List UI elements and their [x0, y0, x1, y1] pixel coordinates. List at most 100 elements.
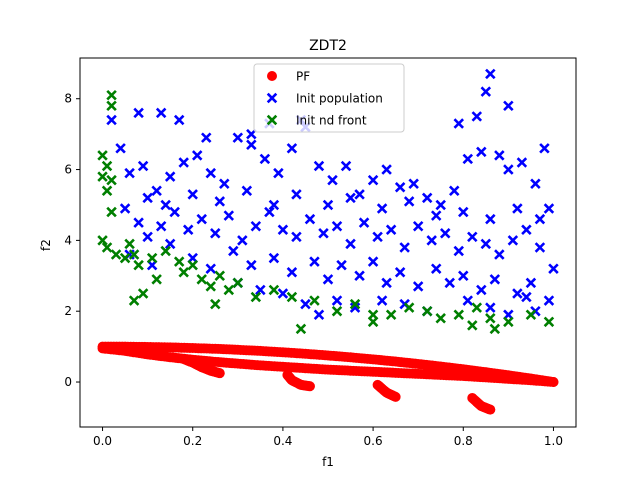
legend-box	[253, 63, 405, 133]
init-population-point	[246, 128, 257, 140]
init-nd-front-point	[106, 89, 117, 101]
init-nd-front-point	[128, 249, 140, 260]
init-population-point	[489, 274, 501, 285]
init-nd-front-point	[133, 259, 144, 271]
x-tick-label: 0.2	[183, 434, 202, 448]
init-population-point	[385, 224, 397, 235]
init-population-point	[246, 259, 257, 271]
init-population-point	[543, 203, 555, 214]
init-nd-front-point	[101, 160, 113, 172]
init-nd-front-point	[110, 249, 122, 260]
init-population-point	[214, 196, 226, 207]
init-population-point	[345, 192, 356, 204]
init-population-point	[354, 270, 365, 282]
init-population-point	[291, 231, 302, 243]
init-nd-front-point	[485, 313, 496, 324]
init-nd-front-point	[250, 291, 262, 303]
init-nd-front-point	[187, 259, 198, 271]
init-population-point	[210, 228, 221, 239]
init-population-point	[485, 213, 496, 225]
legend-marker-init-nd-front	[266, 114, 278, 126]
init-population-point	[309, 256, 320, 267]
init-population-point	[480, 238, 492, 250]
init-nd-front-point	[97, 235, 108, 246]
init-population-point	[507, 235, 519, 246]
init-population-point	[345, 238, 356, 250]
init-population-point	[205, 167, 217, 179]
x-axis-ticks: 0.0 0.2 0.4 0.6 0.8 1.0	[93, 427, 563, 448]
init-nd-front-point	[367, 309, 379, 320]
y-tick-label: 0	[64, 375, 72, 389]
init-nd-front-point	[124, 238, 135, 250]
init-population-point	[169, 206, 180, 218]
init-nd-front-point	[101, 242, 113, 253]
init-nd-front-point	[367, 316, 379, 328]
init-population-point	[331, 295, 343, 306]
init-population-point	[485, 302, 496, 313]
init-population-point	[367, 256, 379, 267]
init-population-point	[178, 157, 189, 168]
init-population-point	[255, 284, 266, 296]
init-population-point	[462, 153, 474, 165]
init-nd-front-point	[295, 323, 307, 335]
init-population-point	[494, 249, 505, 260]
init-nd-front-point	[232, 277, 244, 289]
pf-point	[304, 381, 315, 392]
init-population-point	[119, 203, 131, 214]
init-nd-front-point	[489, 323, 501, 335]
init-population-point	[246, 139, 257, 150]
y-tick-label: 6	[64, 163, 72, 177]
init-population-point	[277, 288, 289, 299]
pf-point	[485, 404, 496, 415]
y-axis-label: f2	[39, 239, 53, 251]
init-population-point	[426, 235, 437, 246]
init-population-point	[381, 164, 392, 175]
init-population-point	[548, 263, 559, 274]
init-population-point	[512, 203, 523, 214]
init-population-point	[277, 224, 289, 235]
init-population-point	[133, 107, 144, 119]
init-nd-front-point	[471, 302, 483, 313]
init-nd-front-point	[173, 256, 185, 267]
init-population-point	[223, 210, 235, 221]
init-population-point	[237, 235, 248, 246]
init-population-point	[318, 228, 329, 239]
init-nd-front-point	[128, 295, 140, 306]
init-nd-front-point	[403, 302, 415, 313]
init-nd-front-point	[349, 298, 361, 310]
init-population-point	[142, 192, 153, 204]
init-population-point	[521, 224, 532, 235]
init-nd-front-point	[137, 288, 149, 299]
init-population-point	[182, 224, 194, 235]
init-population-point	[376, 203, 388, 214]
init-population-point	[219, 178, 230, 189]
init-nd-front-point	[543, 316, 555, 328]
init-nd-front-point	[435, 313, 446, 324]
init-population-point	[124, 167, 135, 179]
init-population-point	[273, 167, 284, 179]
init-nd-front-point	[160, 245, 171, 257]
init-population-point	[485, 68, 496, 80]
init-nd-front-point	[214, 270, 226, 282]
init-population-point	[137, 160, 149, 172]
init-population-point	[530, 178, 541, 189]
init-nd-front-point	[331, 305, 343, 317]
init-nd-front-point	[309, 295, 320, 306]
init-population-point	[268, 252, 280, 264]
init-population-point	[187, 252, 198, 264]
init-nd-front-point	[97, 150, 108, 161]
init-population-point	[259, 153, 271, 165]
init-nd-front-point	[467, 320, 478, 331]
init-population-point	[115, 143, 126, 154]
init-population-point	[160, 199, 171, 211]
init-population-point	[340, 160, 352, 172]
init-population-point	[228, 245, 239, 257]
init-population-point	[173, 114, 185, 126]
init-population-point	[268, 199, 280, 211]
x-axis-label: f1	[322, 455, 334, 469]
init-population-point	[412, 220, 424, 232]
init-population-point	[521, 291, 532, 303]
init-population-point	[430, 263, 442, 274]
init-population-point	[394, 267, 406, 278]
